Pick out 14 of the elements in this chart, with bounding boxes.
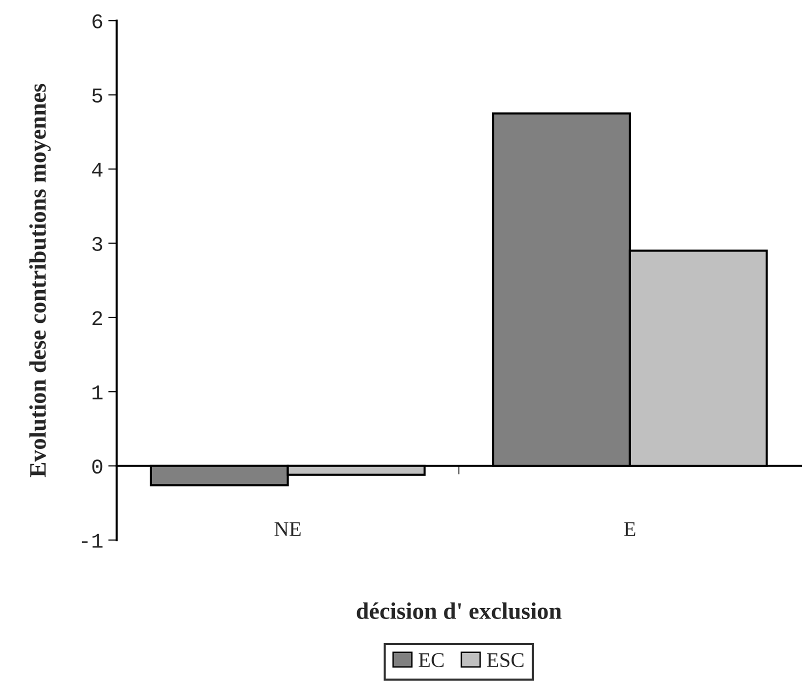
y-tick-label: 4 bbox=[92, 162, 102, 177]
y-tick-label: 6 bbox=[92, 14, 102, 28]
y-tick-label: 5 bbox=[92, 88, 102, 103]
x-axis-title: décision d' exclusion bbox=[356, 602, 562, 620]
y-tick-label: 1 bbox=[92, 385, 103, 400]
x-tick-label: NE bbox=[274, 522, 301, 536]
y-tick-label: 2 bbox=[92, 311, 102, 326]
y-tick-label: 3 bbox=[92, 236, 102, 252]
y-tick-label: -1 bbox=[82, 534, 103, 548]
y-tick-label: 0 bbox=[92, 459, 102, 474]
legend-label: ESC bbox=[486, 653, 524, 668]
legend-label: EC bbox=[418, 653, 444, 668]
y-axis-title: Evolution dese contributions moyennes bbox=[29, 84, 51, 478]
x-tick-label: E bbox=[624, 522, 636, 536]
